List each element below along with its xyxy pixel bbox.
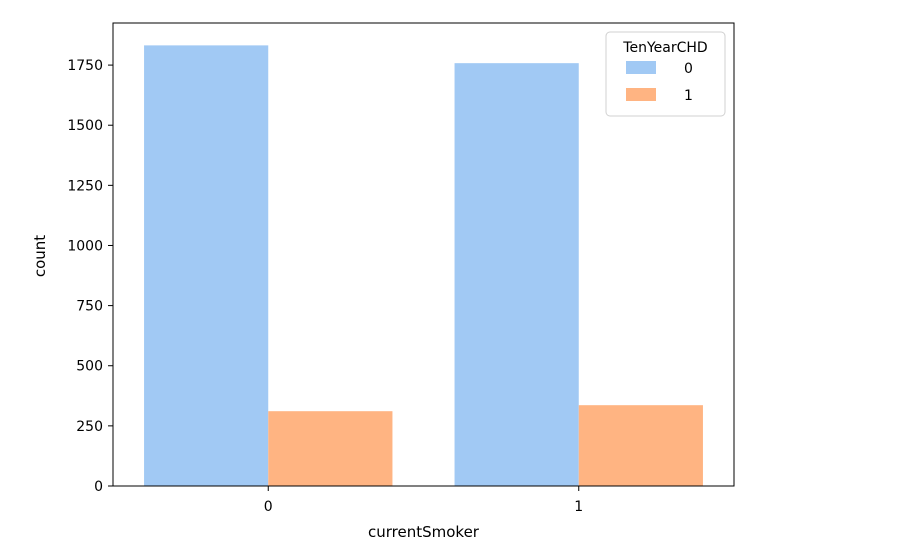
y-tick-label-500: 500 [76,359,103,375]
y-axis-label: count [31,235,49,277]
legend-swatch-1 [626,88,656,101]
bar-category-1-series-0 [454,63,579,487]
y-tick-label-1500: 1500 [67,118,103,134]
legend-label-0: 0 [684,61,693,77]
y-tick-label-1750: 1750 [67,58,103,74]
plot-frame [112,22,735,487]
x-axis-label: currentSmoker [368,523,480,541]
bars-layer [144,45,703,487]
legend-label-1: 1 [684,88,693,104]
legend-swatch-0 [626,61,656,74]
y-tick-label-750: 750 [76,299,103,315]
y-tick-label-1250: 1250 [67,178,103,194]
y-axis: 0 250 500 750 1000 1250 1500 1750 [67,58,113,495]
legend: TenYearCHD 01 [605,31,726,117]
y-tick-label-0: 0 [94,479,103,495]
bar-category-0-series-1 [268,411,393,486]
legend-items: 01 [626,61,693,104]
bar-category-1-series-1 [578,405,703,486]
bar-category-0-series-0 [144,45,269,486]
y-tick-label-250: 250 [76,419,103,435]
x-tick-label-1: 1 [574,499,583,515]
x-tick-label-0: 0 [264,499,273,515]
legend-title: TenYearCHD [622,40,707,56]
y-tick-label-1000: 1000 [67,238,103,254]
